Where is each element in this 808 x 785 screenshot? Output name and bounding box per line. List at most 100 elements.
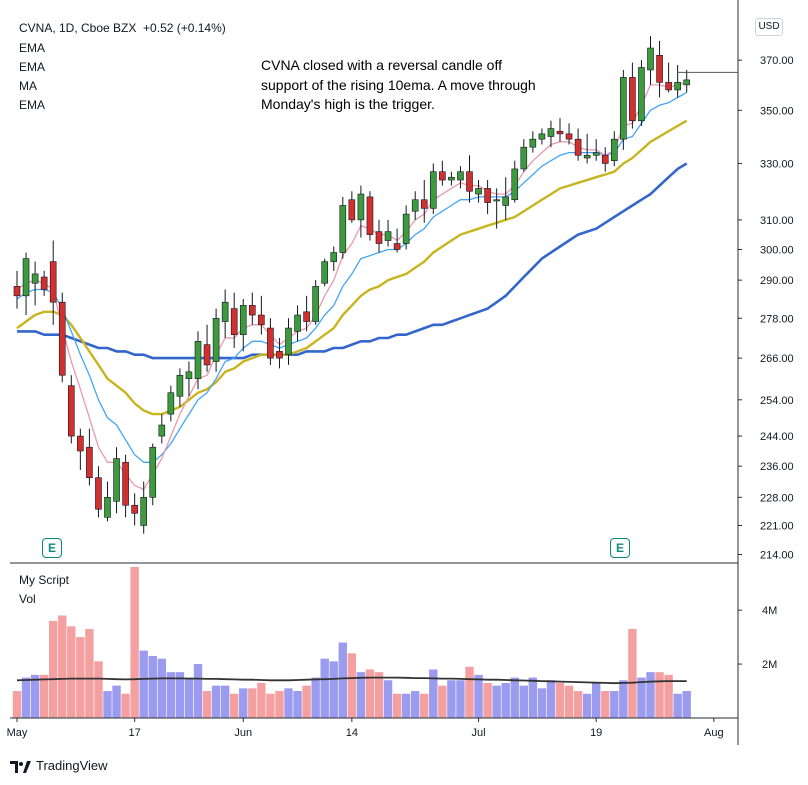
volume-ma-line xyxy=(16,676,687,685)
volume-bar xyxy=(139,650,148,718)
candle-body xyxy=(529,138,537,148)
price-tick-label: 300.00 xyxy=(760,245,794,257)
candle-body xyxy=(176,374,184,397)
volume-label[interactable]: Vol xyxy=(19,592,36,606)
volume-bar xyxy=(166,672,176,718)
volume-bar xyxy=(12,691,22,718)
candle xyxy=(230,292,238,348)
candle-body xyxy=(448,176,455,181)
volume-bar xyxy=(148,655,157,718)
candle xyxy=(592,139,600,161)
volume-bar xyxy=(646,672,655,718)
candle-body xyxy=(547,128,555,137)
price-tick-label: 310.00 xyxy=(760,215,794,227)
candle xyxy=(647,36,654,85)
candle xyxy=(13,270,21,309)
candle xyxy=(339,196,347,259)
candle-body xyxy=(484,188,491,203)
candle-body xyxy=(230,308,238,335)
candle xyxy=(511,160,519,203)
candle-body xyxy=(258,314,265,326)
candle-body xyxy=(429,171,437,209)
candle xyxy=(49,240,57,325)
candle xyxy=(429,163,437,215)
volume-bar xyxy=(546,680,556,718)
volume-bar xyxy=(501,682,510,718)
candle-body xyxy=(194,341,202,380)
volume-bar xyxy=(492,685,501,718)
price-tick-label: 228.00 xyxy=(760,492,794,504)
volume-bar xyxy=(619,680,628,718)
candle-body xyxy=(384,231,392,241)
volume-bar xyxy=(193,664,203,718)
candle-body xyxy=(638,67,645,122)
candle-body xyxy=(366,196,374,235)
candle xyxy=(393,228,401,253)
candle-body xyxy=(221,301,229,322)
candle xyxy=(448,171,455,186)
candle-body xyxy=(40,276,48,290)
earnings-badge-aug[interactable]: E xyxy=(610,538,630,558)
volume-bar xyxy=(592,682,601,718)
chart-annotation: CVNA closed with a reversal candle off s… xyxy=(261,57,536,112)
candle xyxy=(40,270,48,296)
time-tick-label: 17 xyxy=(129,727,141,739)
candle xyxy=(330,246,338,271)
price-change: +0.52 (+0.14%) xyxy=(143,21,226,35)
candle xyxy=(656,40,663,98)
volume-bar xyxy=(601,691,610,718)
candle-body xyxy=(249,305,256,316)
price-tick-label: 244.00 xyxy=(760,431,794,443)
candle xyxy=(411,191,419,220)
price-tick-label: 254.00 xyxy=(760,395,794,407)
candle-body xyxy=(49,261,57,303)
volume-bar xyxy=(610,691,619,718)
volume-bar xyxy=(447,680,456,718)
candle-body xyxy=(656,54,663,83)
candle xyxy=(547,120,555,148)
candle xyxy=(104,481,111,522)
candle-body xyxy=(149,446,157,498)
candle xyxy=(493,188,500,229)
volume-bar xyxy=(628,629,637,718)
candle-body xyxy=(267,327,274,359)
candle-body xyxy=(439,171,446,181)
candle-body xyxy=(131,504,138,514)
volume-bar xyxy=(637,677,646,718)
volume-bar xyxy=(320,658,329,718)
indicator-label-4[interactable]: EMA xyxy=(19,98,46,112)
volume-bar xyxy=(67,626,76,718)
volume-bar xyxy=(438,685,447,718)
indicator-label-1[interactable]: EMA xyxy=(19,41,46,55)
candle xyxy=(538,128,546,145)
volume-bar xyxy=(555,682,565,718)
candle xyxy=(610,131,618,167)
candle-body xyxy=(574,138,582,156)
candle-body xyxy=(312,286,319,322)
price-tick-label: 290.00 xyxy=(760,275,794,287)
candle xyxy=(176,368,184,407)
indicator-label-3[interactable]: MA xyxy=(19,79,37,93)
candle-body xyxy=(321,261,329,284)
indicator-label-2[interactable]: EMA xyxy=(19,60,46,74)
candle-body xyxy=(185,371,193,380)
candle-body xyxy=(285,327,292,356)
candle xyxy=(420,180,428,223)
candle xyxy=(402,205,410,250)
volume-bar xyxy=(130,567,139,718)
price-tick-label: 278.00 xyxy=(760,313,794,325)
volume-bar xyxy=(230,693,239,718)
candle-body xyxy=(620,77,627,140)
script-label[interactable]: My Script xyxy=(19,573,70,587)
earnings-badge-may[interactable]: E xyxy=(42,538,62,558)
price-tick-label: 370.00 xyxy=(760,55,794,67)
volume-bar xyxy=(302,685,311,718)
tradingview-logo[interactable]: TradingView xyxy=(10,758,108,773)
candle-body xyxy=(13,286,21,297)
candle-body xyxy=(203,344,211,366)
candle xyxy=(601,147,609,172)
candle-body xyxy=(502,196,510,206)
currency-badge[interactable]: USD xyxy=(755,18,783,36)
volume-bar xyxy=(682,691,691,718)
